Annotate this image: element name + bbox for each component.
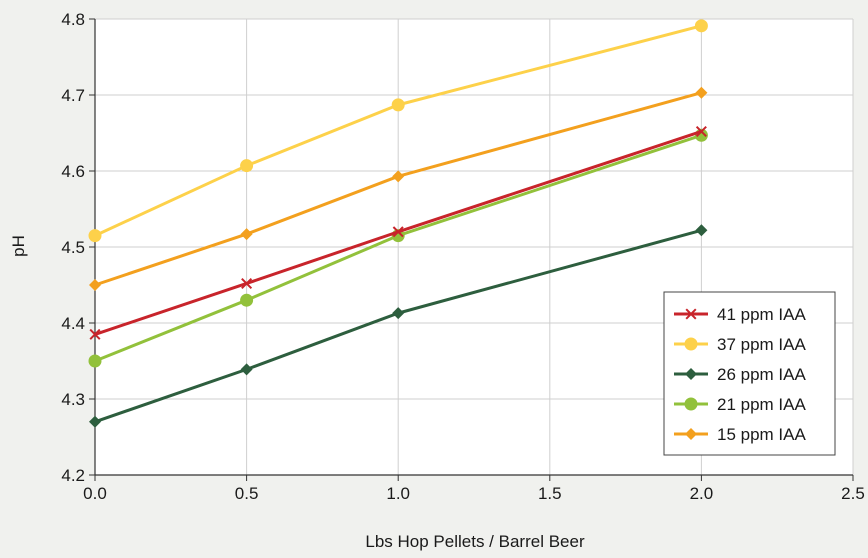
legend-label: 37 ppm IAA: [717, 335, 806, 354]
legend-marker: [685, 368, 697, 380]
data-point: [695, 224, 708, 237]
grid: [95, 18, 854, 476]
data-point: [695, 86, 708, 99]
data-point: [240, 293, 254, 307]
data-point: [89, 279, 101, 291]
data-point: [240, 228, 253, 241]
x-tick-label: 2.5: [841, 484, 865, 503]
x-mark-stroke: [241, 277, 253, 289]
x-mark-stroke: [695, 125, 707, 137]
data-point: [89, 328, 101, 340]
data-point: [391, 98, 405, 112]
y-axis-title: pH: [9, 235, 28, 257]
y-tick-label: 4.3: [61, 390, 85, 409]
legend-label: 21 ppm IAA: [717, 395, 806, 414]
series-15-ppm-iaa: [89, 86, 708, 291]
data-point: [392, 226, 404, 238]
x-axis-title: Lbs Hop Pellets / Barrel Beer: [365, 532, 585, 551]
x-tick-label: 2.0: [690, 484, 714, 503]
y-tick-label: 4.4: [61, 314, 85, 333]
legend-label: 26 ppm IAA: [717, 365, 806, 384]
legend-marker: [684, 397, 698, 411]
data-point: [694, 19, 708, 33]
series-26-ppm-iaa: [89, 224, 708, 428]
legend-item: 15 ppm IAA: [674, 425, 806, 444]
legend-item: 41 ppm IAA: [674, 305, 806, 324]
legend: 41 ppm IAA 37 ppm IAA 26 ppm IAA 21 ppm IAA…: [663, 291, 836, 456]
legend-marker: [685, 428, 697, 440]
data-point: [88, 354, 102, 368]
series-line: [94, 91, 702, 287]
data-point: [240, 363, 253, 376]
y-tick-label: 4.7: [61, 86, 85, 105]
x-tick-label: 1.5: [538, 484, 562, 503]
series-line: [94, 228, 702, 424]
series-37-ppm-iaa: [88, 19, 708, 243]
legend-marker: [684, 337, 698, 351]
data-point: [89, 415, 101, 428]
data-point: [88, 229, 102, 243]
legend-item: 21 ppm IAA: [674, 395, 806, 414]
x-mark-stroke: [685, 308, 697, 320]
x-mark-stroke: [89, 328, 101, 340]
legend-label: 15 ppm IAA: [717, 425, 806, 444]
y-tick-label: 4.8: [61, 10, 85, 29]
series-41-ppm-iaa: [89, 125, 707, 340]
x-tick-label: 1.0: [386, 484, 410, 503]
x-tick-label: 0.0: [83, 484, 107, 503]
series-line: [94, 133, 702, 363]
legend-marker: [685, 308, 697, 320]
data-point: [695, 125, 707, 137]
x-mark-stroke: [392, 226, 404, 238]
legend-label: 41 ppm IAA: [717, 305, 806, 324]
axes: 4.2 4.3 4.4 4.5 4.6 4.7 4.8 0.0 0.5 1.0 1.5 2.0 2.5: [61, 10, 864, 503]
data-point: [240, 159, 254, 173]
series-line: [94, 130, 702, 336]
data-point: [392, 170, 405, 183]
data-point: [241, 277, 253, 289]
y-tick-label: 4.2: [61, 466, 85, 485]
y-tick-label: 4.5: [61, 238, 85, 257]
series-group: [88, 19, 708, 428]
y-tick-label: 4.6: [61, 162, 85, 181]
legend-item: 26 ppm IAA: [674, 365, 806, 384]
series-line: [94, 24, 702, 237]
series-21-ppm-iaa: [88, 128, 708, 368]
data-point: [392, 307, 405, 320]
legend-item: 37 ppm IAA: [674, 335, 806, 354]
x-tick-label: 0.5: [235, 484, 259, 503]
